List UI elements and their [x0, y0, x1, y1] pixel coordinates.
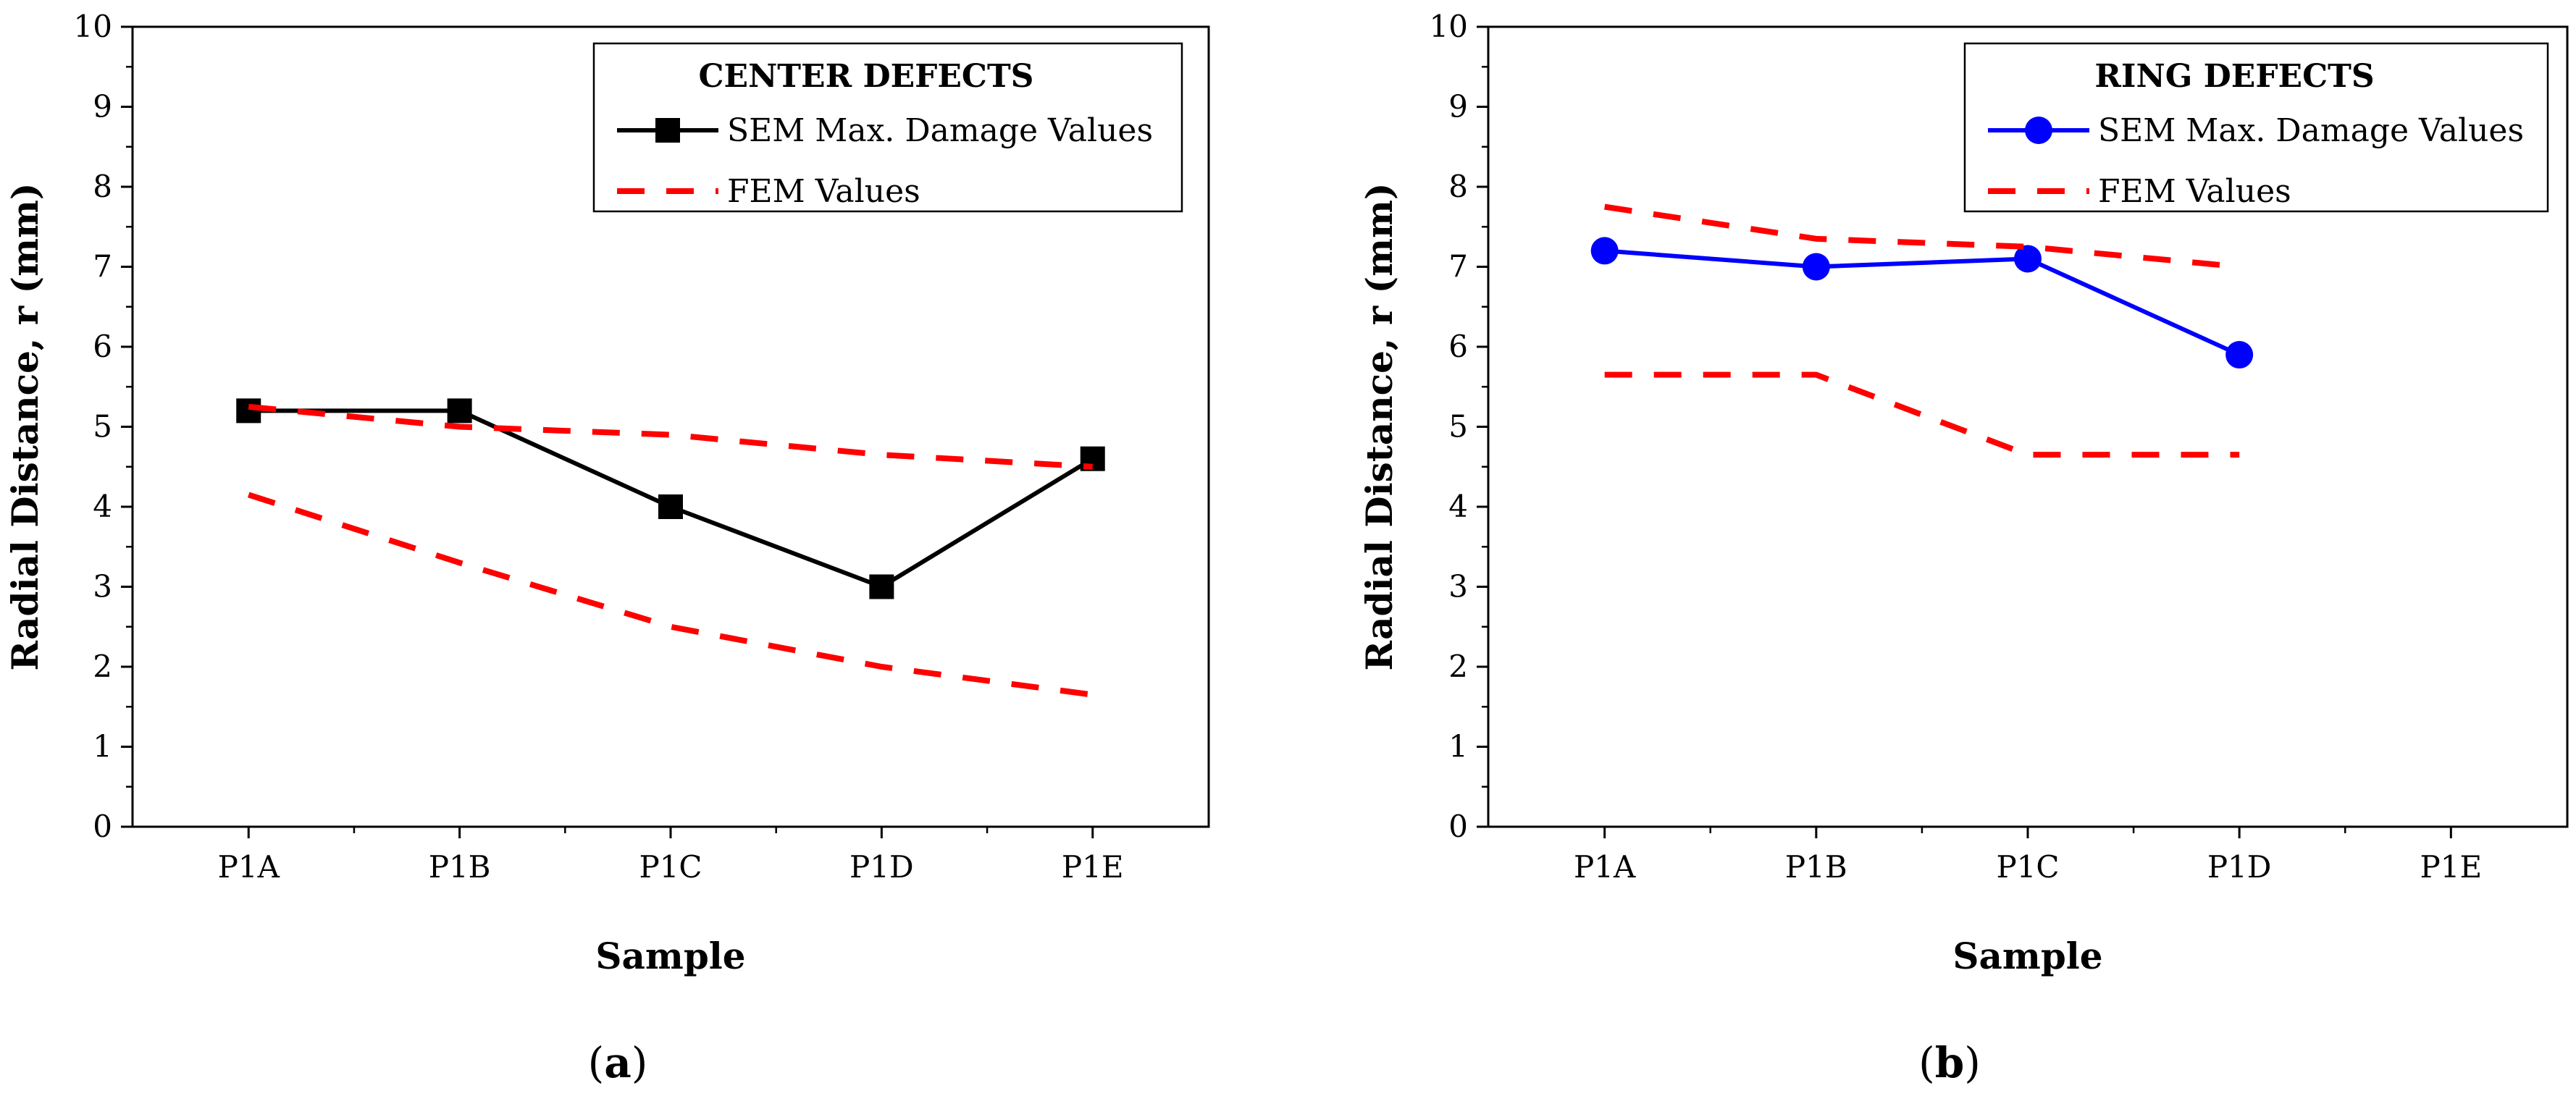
panel-label: (a): [588, 1038, 648, 1087]
panel-b-ring-defects: 0 1 2 3 4 5 6 7 8 9 10 P1A P1B P1C P1D P1E Sample Radial …: [1358, 9, 2569, 1087]
x-axis-title: Sample: [595, 935, 745, 977]
data-point-circle: [2225, 341, 2254, 369]
legend-entry-label: SEM Max. Damage Values: [2098, 112, 2524, 149]
x-tick-label: P1E: [1062, 849, 1124, 885]
y-tick-label: 4: [93, 489, 112, 524]
y-tick-label: 9: [1448, 89, 1468, 125]
y-tick-label: 6: [1448, 329, 1468, 364]
legend-swatch-marker: [2025, 117, 2052, 144]
x-tick-label: P1D: [2207, 849, 2272, 885]
legend-box: [592, 42, 1183, 213]
legend: RING DEFECTS SEM Max. Damage Values FEM Va…: [1963, 42, 2549, 213]
x-tick-label: P1E: [2420, 849, 2482, 885]
legend: CENTER DEFECTS SEM Max. Damage Values FEM …: [592, 42, 1183, 213]
x-tick-label: P1B: [429, 849, 491, 885]
data-point-circle: [2014, 245, 2042, 273]
data-point-square: [447, 398, 472, 424]
panel-label-open: (: [1918, 1038, 1935, 1087]
y-tick-label: 4: [1448, 489, 1468, 524]
series-line-fem: [248, 403, 1093, 470]
x-tick-label: P1C: [1996, 849, 2059, 885]
x-tick-label: P1A: [218, 849, 280, 885]
y-tick-label: 3: [93, 569, 112, 604]
legend-entry-label: SEM Max. Damage Values: [727, 112, 1153, 149]
data-point-square: [869, 574, 894, 599]
panel-label-letter: b: [1935, 1038, 1965, 1087]
data-point-square: [658, 494, 683, 519]
y-tick-label: 2: [93, 649, 112, 684]
panel-label-open: (: [588, 1038, 605, 1087]
legend-title: RING DEFECTS: [2094, 58, 2374, 95]
y-tick-label: 10: [1430, 9, 1468, 44]
y-tick-label: 3: [1448, 569, 1468, 604]
y-tick-label: 8: [93, 169, 112, 204]
y-tick-label: 8: [1448, 169, 1468, 204]
panel-label-letter: a: [604, 1038, 632, 1087]
y-tick-label: 0: [93, 809, 112, 844]
y-tick-label: 2: [1448, 649, 1468, 684]
x-tick-label: P1A: [1574, 849, 1636, 885]
panel-label-close: ): [632, 1038, 648, 1087]
y-tick-label: 7: [93, 249, 112, 285]
series-line-fem: [1604, 203, 2240, 270]
legend-entry-label: FEM Values: [2098, 173, 2291, 210]
x-tick-label: P1C: [639, 849, 702, 885]
panel-label: (b): [1918, 1038, 1981, 1087]
series-line-sem: [1604, 248, 2241, 357]
y-tick-label: 5: [1448, 409, 1468, 444]
y-tick-label: 1: [93, 729, 112, 764]
x-axis-title: Sample: [1952, 935, 2102, 977]
y-tick-label: 6: [93, 329, 112, 364]
y-tick-label: 1: [1448, 729, 1468, 764]
y-tick-label: 5: [93, 409, 112, 444]
legend-box: [1963, 42, 2549, 213]
panel-a-center-defects: 0 1 2 3 4 5 6 7 8 9 10 P1A P1B P1C P1D P1E Sample Radial …: [4, 9, 1210, 1087]
data-point-square: [236, 398, 261, 424]
x-tick-label: P1D: [849, 849, 914, 885]
y-tick-label: 10: [74, 9, 112, 44]
series-line-fem: [248, 492, 1094, 698]
panel-label-close: ): [1964, 1038, 1981, 1087]
y-tick-label: 9: [93, 89, 112, 125]
legend-title: CENTER DEFECTS: [699, 58, 1034, 95]
data-point-circle: [1590, 237, 1619, 265]
y-axis-title: Radial Distance, r (mm): [1358, 182, 1401, 670]
data-point-circle: [1802, 253, 1830, 281]
legend-swatch-marker: [655, 118, 680, 143]
series-line-fem: [1604, 371, 2240, 458]
y-axis-title: Radial Distance, r (mm): [4, 182, 46, 670]
y-tick-label: 0: [1448, 809, 1468, 844]
legend-entry-label: FEM Values: [727, 173, 920, 210]
y-tick-label: 7: [1448, 249, 1468, 285]
x-tick-label: P1B: [1785, 849, 1847, 885]
